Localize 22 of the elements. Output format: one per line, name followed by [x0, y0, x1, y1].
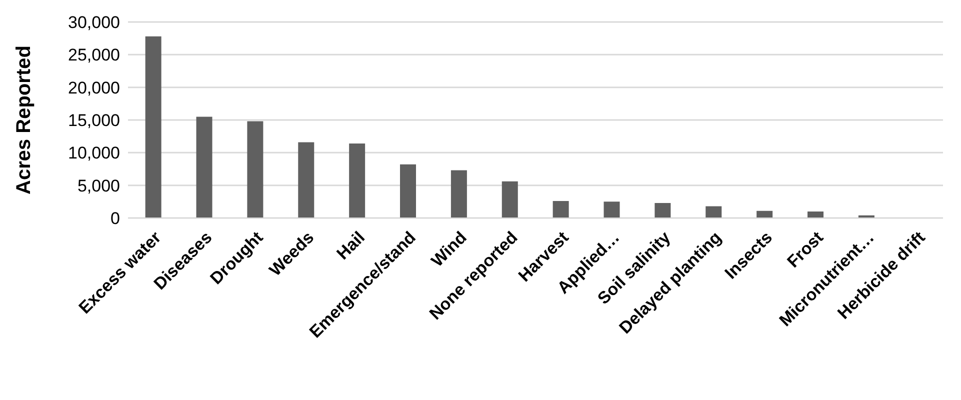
bar: [450, 170, 467, 218]
bar: [247, 121, 264, 218]
bar: [604, 202, 620, 218]
y-tick-label: 20,000: [68, 78, 120, 98]
y-tick-label: 10,000: [68, 144, 120, 163]
y-tick-label: 30,000: [68, 13, 120, 32]
bar: [808, 211, 824, 218]
bar: [196, 116, 212, 218]
y-tick-label: 5,000: [77, 176, 120, 196]
bar: [400, 164, 416, 218]
bar: [552, 201, 569, 218]
bar: [349, 144, 366, 218]
y-tick-label: 0: [110, 209, 120, 228]
bar: [654, 202, 671, 218]
bar: [502, 181, 518, 218]
y-tick-label: 15,000: [68, 111, 120, 130]
y-axis-title: Acres Reported: [13, 46, 36, 194]
bar: [706, 206, 722, 218]
bar: [145, 36, 162, 218]
y-tick-label: 25,000: [68, 46, 120, 65]
bar: [298, 142, 314, 218]
bar: [756, 210, 773, 218]
